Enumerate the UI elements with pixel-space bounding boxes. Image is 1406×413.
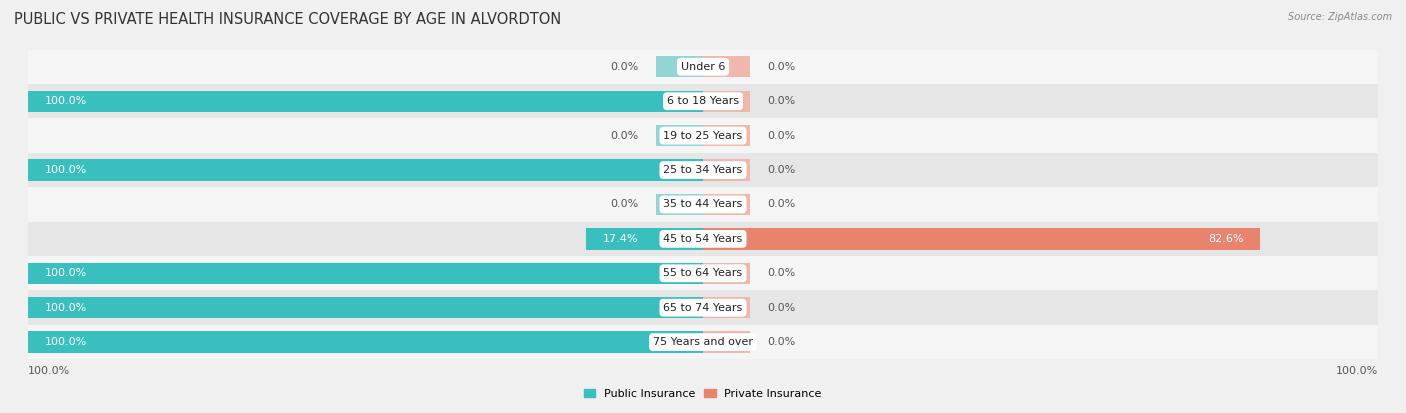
Bar: [703, 159, 751, 181]
Legend: Public Insurance, Private Insurance: Public Insurance, Private Insurance: [579, 385, 827, 404]
Text: Under 6: Under 6: [681, 62, 725, 72]
Text: 100.0%: 100.0%: [45, 337, 87, 347]
Bar: [585, 228, 703, 249]
Bar: [703, 297, 751, 318]
Text: 100.0%: 100.0%: [45, 96, 87, 106]
Bar: [703, 194, 751, 215]
Text: 82.6%: 82.6%: [1208, 234, 1243, 244]
Text: Source: ZipAtlas.com: Source: ZipAtlas.com: [1288, 12, 1392, 22]
Text: 0.0%: 0.0%: [610, 131, 638, 140]
Bar: [703, 263, 751, 284]
Text: 0.0%: 0.0%: [610, 62, 638, 72]
Text: 100.0%: 100.0%: [1336, 366, 1378, 376]
Text: 100.0%: 100.0%: [45, 303, 87, 313]
Text: 0.0%: 0.0%: [768, 96, 796, 106]
Bar: [28, 263, 703, 284]
Text: 0.0%: 0.0%: [768, 131, 796, 140]
Bar: [28, 119, 1378, 153]
Bar: [28, 222, 1378, 256]
Text: 0.0%: 0.0%: [768, 303, 796, 313]
Text: 19 to 25 Years: 19 to 25 Years: [664, 131, 742, 140]
Bar: [28, 325, 1378, 359]
Bar: [28, 331, 703, 353]
Text: 6 to 18 Years: 6 to 18 Years: [666, 96, 740, 106]
Bar: [703, 90, 751, 112]
Text: 100.0%: 100.0%: [45, 165, 87, 175]
Bar: [28, 256, 1378, 290]
Text: 25 to 34 Years: 25 to 34 Years: [664, 165, 742, 175]
Bar: [703, 228, 1260, 249]
Text: 100.0%: 100.0%: [45, 268, 87, 278]
Bar: [703, 125, 751, 146]
Bar: [703, 56, 751, 78]
Bar: [655, 194, 703, 215]
Text: 0.0%: 0.0%: [768, 62, 796, 72]
Bar: [28, 84, 1378, 119]
Bar: [655, 125, 703, 146]
Text: 45 to 54 Years: 45 to 54 Years: [664, 234, 742, 244]
Bar: [28, 159, 703, 181]
Text: 100.0%: 100.0%: [28, 366, 70, 376]
Text: PUBLIC VS PRIVATE HEALTH INSURANCE COVERAGE BY AGE IN ALVORDTON: PUBLIC VS PRIVATE HEALTH INSURANCE COVER…: [14, 12, 561, 27]
Text: 0.0%: 0.0%: [768, 268, 796, 278]
Text: 0.0%: 0.0%: [610, 199, 638, 209]
Bar: [28, 297, 703, 318]
Text: 0.0%: 0.0%: [768, 337, 796, 347]
Text: 17.4%: 17.4%: [602, 234, 638, 244]
Bar: [28, 153, 1378, 187]
Text: 0.0%: 0.0%: [768, 165, 796, 175]
Bar: [703, 331, 751, 353]
Bar: [28, 290, 1378, 325]
Text: 65 to 74 Years: 65 to 74 Years: [664, 303, 742, 313]
Text: 0.0%: 0.0%: [768, 199, 796, 209]
Bar: [28, 187, 1378, 222]
Text: 35 to 44 Years: 35 to 44 Years: [664, 199, 742, 209]
Bar: [655, 56, 703, 78]
Bar: [28, 50, 1378, 84]
Text: 55 to 64 Years: 55 to 64 Years: [664, 268, 742, 278]
Text: 75 Years and over: 75 Years and over: [652, 337, 754, 347]
Bar: [28, 90, 703, 112]
